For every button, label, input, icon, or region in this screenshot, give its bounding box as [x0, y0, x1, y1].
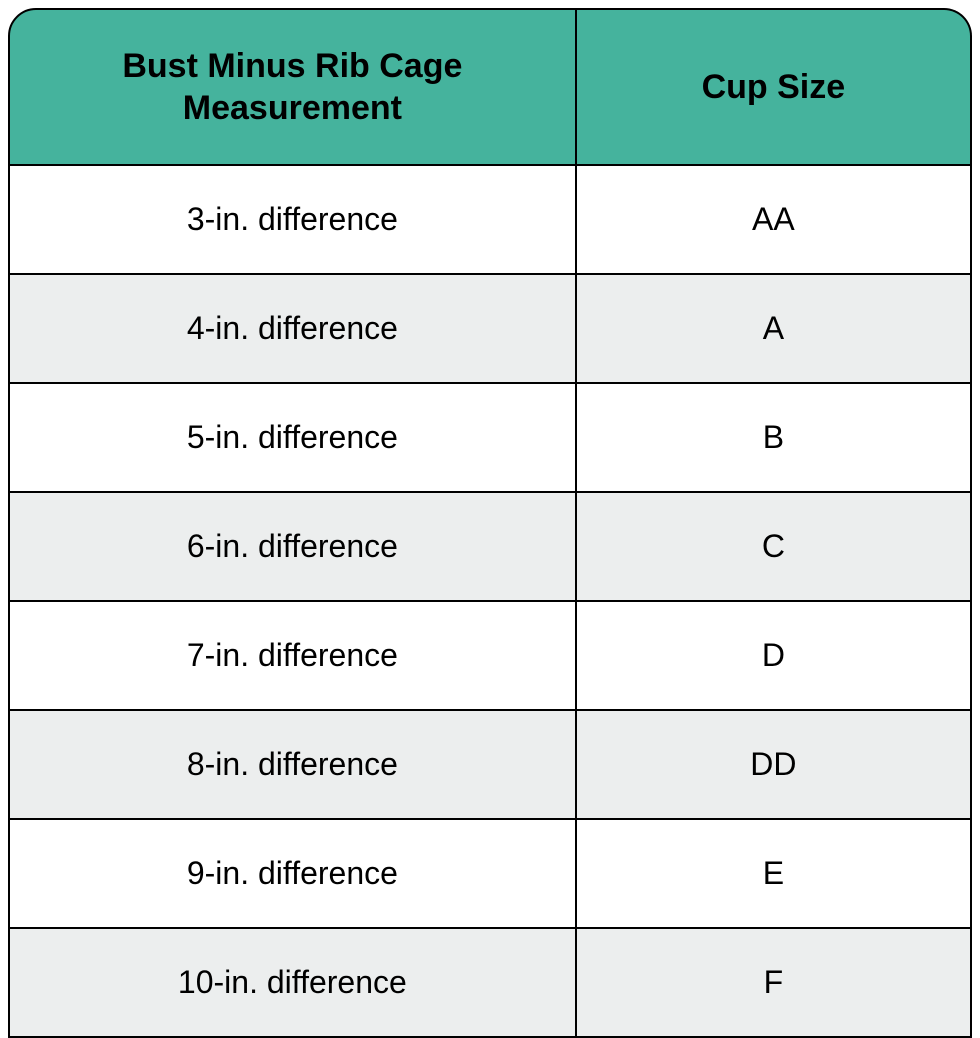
cell-cupsize: C — [577, 493, 972, 602]
cell-measurement: 9-in. difference — [8, 820, 577, 929]
header-row: Bust Minus Rib Cage Measurement Cup Size — [8, 8, 972, 166]
cell-cupsize: E — [577, 820, 972, 929]
cell-cupsize: DD — [577, 711, 972, 820]
cell-measurement: 4-in. difference — [8, 275, 577, 384]
cell-cupsize: F — [577, 929, 972, 1038]
col-header-measurement: Bust Minus Rib Cage Measurement — [8, 8, 577, 166]
table-row: 8-in. difference DD — [8, 711, 972, 820]
table-row: 4-in. difference A — [8, 275, 972, 384]
table-body: 3-in. difference AA 4-in. difference A 5… — [8, 166, 972, 1038]
cell-cupsize: A — [577, 275, 972, 384]
cell-measurement: 7-in. difference — [8, 602, 577, 711]
table-row: 6-in. difference C — [8, 493, 972, 602]
table-row: 7-in. difference D — [8, 602, 972, 711]
size-chart-table: Bust Minus Rib Cage Measurement Cup Size… — [8, 8, 972, 1029]
col-header-cupsize: Cup Size — [577, 8, 972, 166]
cell-cupsize: D — [577, 602, 972, 711]
table-row: 5-in. difference B — [8, 384, 972, 493]
table-header: Bust Minus Rib Cage Measurement Cup Size — [8, 8, 972, 166]
cell-measurement: 5-in. difference — [8, 384, 577, 493]
cell-cupsize: AA — [577, 166, 972, 275]
cell-measurement: 6-in. difference — [8, 493, 577, 602]
table: Bust Minus Rib Cage Measurement Cup Size… — [8, 8, 972, 1038]
cell-cupsize: B — [577, 384, 972, 493]
table-row: 9-in. difference E — [8, 820, 972, 929]
table-row: 10-in. difference F — [8, 929, 972, 1038]
cell-measurement: 10-in. difference — [8, 929, 577, 1038]
table-row: 3-in. difference AA — [8, 166, 972, 275]
cell-measurement: 8-in. difference — [8, 711, 577, 820]
cell-measurement: 3-in. difference — [8, 166, 577, 275]
